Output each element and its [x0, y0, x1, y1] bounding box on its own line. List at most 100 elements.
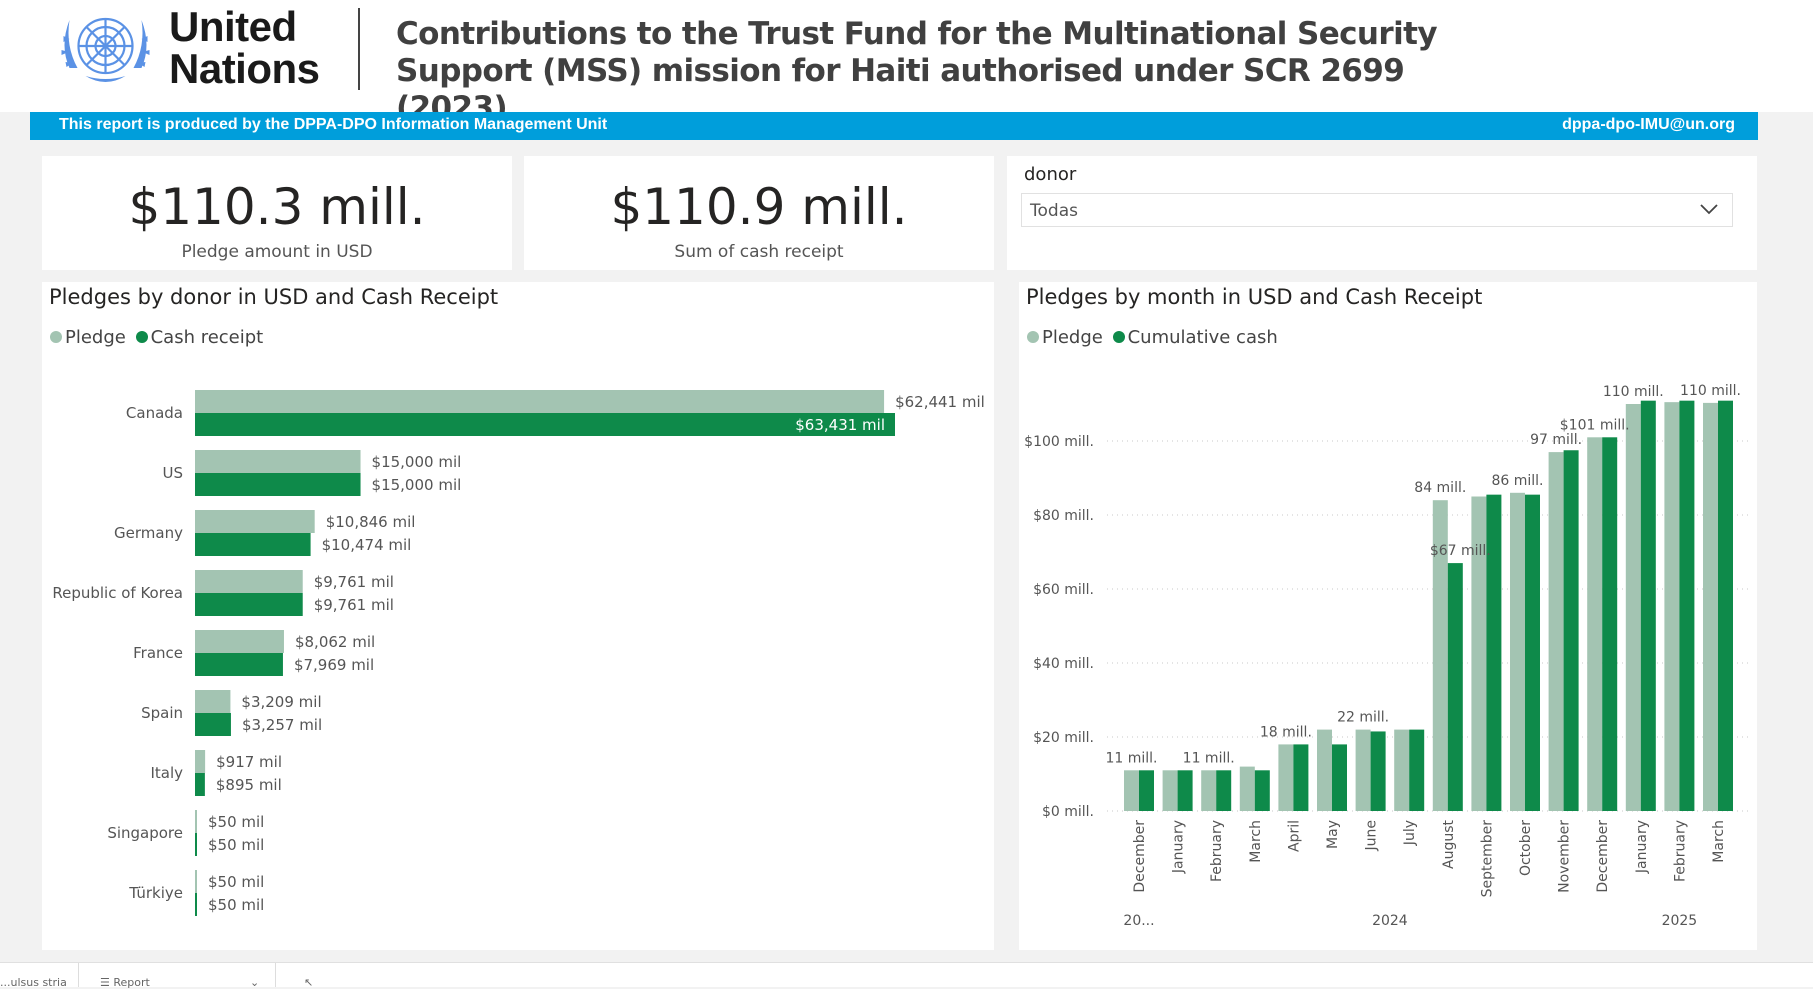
kpi-card-pledge[interactable]: $110.3 mill. Pledge amount in USD — [42, 156, 512, 270]
year-label: 2025 — [1662, 913, 1698, 929]
cash-receipt-data-label: $50 mil — [208, 896, 264, 914]
pledge-data-label: $3,209 mil — [241, 693, 321, 711]
pledge-data-label: $9,761 mil — [314, 573, 394, 591]
month-chart-title: Pledges by month in USD and Cash Receipt — [1026, 285, 1483, 309]
cumulative-cash-bar — [1370, 731, 1386, 811]
x-tick-label: January — [1634, 820, 1650, 874]
x-tick-label: February — [1672, 820, 1688, 882]
bar-data-label: 84 mill. — [1414, 480, 1466, 496]
donor-chart-title: Pledges by donor in USD and Cash Receipt — [49, 285, 499, 309]
month-chart-legend: Pledge Cumulative cash — [1027, 327, 1282, 348]
x-tick-label: November — [1557, 820, 1573, 893]
donor-category-label: Germany — [114, 524, 183, 542]
pledge-bar — [1587, 437, 1603, 811]
cumulative-cash-bar — [1254, 770, 1270, 811]
pledge-bar — [1162, 770, 1178, 811]
donor-category-label: Spain — [141, 704, 183, 722]
status-separator-2 — [275, 963, 276, 987]
kpi-card-cash[interactable]: $110.9 mill. Sum of cash receipt — [524, 156, 994, 270]
bar-data-label: 86 mill. — [1491, 473, 1543, 489]
legend-item-pledge[interactable]: Pledge — [50, 327, 126, 348]
cumulative-cash-bar — [1216, 770, 1232, 811]
report-tab[interactable]: ☰ Report — [100, 976, 150, 989]
x-tick-label: February — [1209, 820, 1225, 882]
un-wordmark-line1: United — [169, 3, 297, 50]
pledge-data-label: $15,000 mil — [372, 453, 462, 471]
donor-category-label: Republic of Korea — [52, 584, 183, 602]
month-chart-card: Pledges by month in USD and Cash Receipt… — [1019, 282, 1757, 950]
bar-data-label: 22 mill. — [1337, 710, 1389, 726]
pledge-bar — [1664, 402, 1680, 811]
kpi-cash-value: $110.9 mill. — [610, 178, 908, 236]
bar-data-label: 110 mill. — [1603, 384, 1664, 400]
x-tick-label: March — [1248, 820, 1264, 863]
bar-data-label: 18 mill. — [1260, 724, 1312, 740]
y-tick-label: $20 mill. — [1033, 730, 1094, 746]
kpi-pledge-label: Pledge amount in USD — [181, 242, 373, 262]
report-tab-label: Report — [113, 976, 150, 989]
cumulative-cash-bar — [1139, 770, 1154, 811]
pledge-bar — [1201, 770, 1217, 811]
cash-receipt-bar — [195, 833, 197, 856]
donor-dropdown-value: Todas — [1030, 201, 1078, 221]
x-tick-label: September — [1479, 820, 1495, 898]
x-tick-label: August — [1441, 819, 1457, 869]
cumulative-cash-bar — [1409, 729, 1425, 811]
pledge-bar — [1471, 496, 1487, 811]
year-label: 2024 — [1372, 913, 1408, 929]
legend-swatch-cash — [135, 331, 148, 343]
cumulative-cash-bar — [1293, 744, 1309, 811]
cumulative-cash-bar — [1447, 563, 1463, 811]
legend-item-cumulative-cash[interactable]: Cumulative cash — [1112, 327, 1278, 348]
x-tick-label: April — [1286, 820, 1302, 852]
legend-item-cash-receipt[interactable]: Cash receipt — [135, 327, 263, 348]
pledge-bar — [1548, 452, 1564, 811]
slicer-title: donor — [1024, 164, 1077, 185]
legend-swatch-cumulative — [1112, 331, 1125, 343]
donor-category-label: US — [162, 464, 183, 482]
cash-receipt-bar — [195, 713, 231, 736]
legend-swatch-pledge — [50, 331, 62, 343]
y-tick-label: $60 mill. — [1033, 582, 1094, 598]
cash-receipt-bar — [195, 893, 197, 916]
bar-data-label: $101 mill. — [1560, 417, 1630, 433]
pledge-data-label: $50 mil — [208, 813, 264, 831]
cumulative-cash-bar — [1525, 494, 1540, 811]
x-tick-label: March — [1711, 820, 1727, 863]
pledge-bar — [195, 450, 361, 473]
cash-receipt-bar — [195, 593, 303, 616]
donor-dropdown[interactable]: Todas — [1021, 193, 1733, 227]
pledge-bar — [1432, 500, 1448, 811]
chevron-down-icon — [1700, 204, 1718, 215]
report-header: United Nations Contributions to the Trus… — [0, 0, 1813, 126]
bar-data-label: $67 mill. — [1430, 543, 1491, 559]
donor-category-label: France — [133, 644, 183, 662]
chevron-down-small-icon[interactable]: ⌄ — [250, 976, 260, 989]
banner-email: dppa-dpo-IMU@un.org — [1562, 116, 1735, 133]
x-tick-label: May — [1325, 820, 1341, 849]
pledge-bar — [1625, 404, 1641, 811]
cash-receipt-bar — [195, 533, 311, 556]
pledge-bar — [195, 390, 885, 413]
donor-category-label: Canada — [126, 404, 183, 422]
x-tick-label: October — [1518, 820, 1534, 876]
donor-category-label: Singapore — [107, 824, 183, 842]
collapse-icon[interactable]: ↖ — [304, 976, 314, 989]
cash-receipt-data-label: $3,257 mil — [242, 716, 322, 734]
pledge-bar — [1510, 492, 1525, 811]
cumulative-cash-bar — [1602, 437, 1618, 811]
status-separator — [78, 963, 79, 987]
legend-label-cumulative-cash: Cumulative cash — [1127, 327, 1278, 348]
legend-swatch-pledge-month — [1027, 331, 1039, 343]
donor-bar-chart: Canada $62,441 mil $63,431 mil US $15,000 mi… — [52, 390, 985, 916]
x-tick-label: June — [1364, 820, 1380, 852]
cumulative-cash-bar — [1718, 400, 1733, 811]
bar-data-label: 110 mill. — [1680, 383, 1741, 399]
cumulative-cash-bar — [1563, 450, 1579, 811]
donor-chart-card: Pledges by donor in USD and Cash Receipt… — [42, 282, 994, 950]
cash-receipt-bar — [195, 473, 361, 496]
y-tick-label: $40 mill. — [1033, 656, 1094, 672]
legend-item-pledge-month[interactable]: Pledge — [1027, 327, 1103, 348]
pledge-bar — [1394, 729, 1410, 811]
cash-receipt-data-label: $15,000 mil — [372, 476, 462, 494]
